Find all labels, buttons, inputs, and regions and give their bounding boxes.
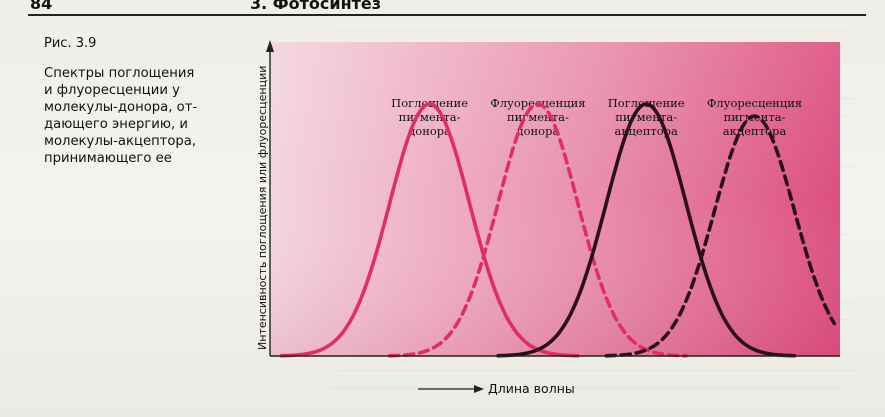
curve-label-line: донора [516, 124, 559, 138]
spectra-curves [279, 102, 837, 358]
curve-label-line: акцептора [723, 124, 787, 138]
figure-caption: Рис. 3.9 Спектры поглощения и флуоресцен… [44, 36, 254, 167]
x-axis-label: Длина волны [488, 381, 575, 396]
axes: Интенсивность поглощения или флуоресценц… [256, 40, 840, 396]
y-axis-label: Интенсивность поглощения или флуоресценц… [256, 66, 269, 350]
figure-label: Рис. 3.9 [44, 36, 97, 51]
spectra-figure: Поглощение пигмента-донора Флуоресценция пи… [255, 38, 855, 408]
curve-label-line: донора [408, 124, 451, 138]
header-rule [28, 14, 866, 16]
x-axis-label-arrowhead [474, 385, 484, 393]
curve-label-line: пигмента- [507, 110, 569, 124]
caption-text: Спектры поглощения и флуоресценции у мол… [44, 66, 198, 166]
curve-1 [279, 102, 580, 358]
chart-panel-shade [270, 42, 840, 356]
y-axis-arrow [266, 40, 274, 52]
chapter-title: 3. Фотосинтез [250, 0, 382, 13]
curve-label-line: пигмента- [399, 110, 461, 124]
curve-2 [387, 102, 688, 358]
curve-4 [604, 114, 837, 358]
curve-label-line: Флуоресценция [707, 96, 802, 110]
page-number: 84 [30, 0, 53, 13]
curve-3 [496, 102, 797, 358]
curve-label-line: пигмента- [615, 110, 677, 124]
